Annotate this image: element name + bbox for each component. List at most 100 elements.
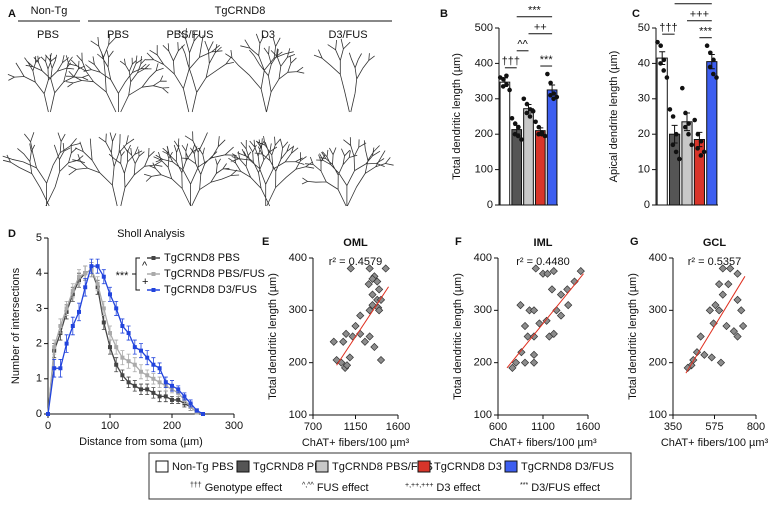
data-point [715, 306, 724, 315]
data-point [329, 337, 338, 346]
data-point [535, 319, 544, 328]
data-point [711, 57, 716, 63]
data-point [549, 329, 558, 338]
neuron-trace [2, 132, 86, 207]
chart-title: GCL [703, 237, 727, 249]
treatment-label: PBS [107, 29, 129, 41]
series-marker [145, 355, 150, 360]
data-point [515, 133, 521, 139]
series-marker [182, 394, 187, 399]
legend-marker [151, 256, 156, 260]
legend-label: TgCRND8 PBS/FUS [164, 268, 265, 280]
data-point [500, 84, 506, 89]
data-point [692, 117, 697, 123]
data-point [365, 332, 374, 341]
series-marker [77, 274, 81, 279]
panel-letter: F [455, 236, 462, 248]
y-tick-label: 100 [289, 409, 307, 421]
legend-marker [151, 288, 156, 292]
data-point [722, 321, 731, 331]
series-marker [151, 362, 156, 367]
data-point [364, 280, 373, 289]
y-axis-label: Total dendritic length (µm) [627, 273, 639, 400]
data-point [527, 114, 533, 119]
data-point [737, 306, 746, 315]
data-point [339, 337, 348, 346]
data-point [564, 301, 573, 310]
y-tick-label: 0 [487, 199, 493, 211]
series-marker [132, 345, 137, 350]
data-point [536, 131, 541, 137]
series-marker [101, 320, 106, 325]
r-squared: r² = 0.5357 [688, 256, 742, 268]
data-point [365, 264, 374, 273]
data-point [696, 332, 705, 341]
series-marker [83, 271, 88, 276]
y-tick-label: 100 [474, 409, 492, 421]
data-point [556, 290, 566, 299]
data-point [670, 142, 676, 148]
genotype-label: Non-Tg [31, 5, 68, 17]
y-axis-label: Total dendritic length (µm) [452, 273, 464, 400]
data-point [516, 124, 521, 130]
legend-marker [151, 272, 156, 276]
data-point [529, 332, 539, 341]
significance-bracket [132, 257, 140, 291]
data-point [711, 301, 720, 310]
data-point [689, 142, 694, 148]
data-point [520, 321, 530, 331]
data-point [368, 290, 377, 299]
neuron-trace [225, 33, 305, 113]
y-tick-label: 1 [36, 373, 42, 385]
y-tick-label: 300 [475, 93, 493, 105]
data-point [733, 295, 742, 304]
data-point [687, 361, 696, 370]
data-point [376, 355, 386, 365]
data-point [507, 87, 512, 93]
y-tick-label: 100 [475, 164, 493, 176]
legend-box [148, 452, 632, 500]
data-point [520, 358, 530, 367]
series-marker [58, 324, 63, 328]
neuron-trace [224, 136, 315, 207]
y-tick-label: 20 [638, 128, 650, 140]
data-point [512, 121, 518, 126]
data-point [655, 39, 660, 45]
series-marker [101, 306, 106, 311]
data-point [549, 266, 558, 276]
bar [499, 81, 511, 206]
data-point [677, 156, 682, 162]
data-point [698, 138, 704, 144]
series-marker [114, 345, 119, 350]
note-symbol: ^,^^ [302, 482, 315, 489]
series-marker [157, 366, 162, 371]
y-tick-label: 10 [638, 164, 650, 176]
y-tick-label: 100 [649, 409, 667, 421]
data-point [508, 363, 517, 372]
note-text: Genotype effect [205, 482, 282, 494]
y-axis-label: Total dendritic length (µm) [451, 53, 463, 180]
series-marker [188, 401, 193, 406]
data-point [556, 311, 566, 320]
y-tick-label: 400 [649, 252, 667, 264]
legend-label: Non-Tg PBS [172, 461, 234, 473]
data-point [680, 85, 685, 91]
data-point [698, 153, 704, 158]
neuron-trace [68, 132, 163, 207]
significance-label: *** [687, 0, 701, 4]
y-tick-label: 400 [474, 252, 492, 264]
legend-swatch [315, 460, 329, 473]
x-tick-label: 575 [705, 421, 723, 433]
series-marker [83, 285, 88, 290]
data-point [658, 43, 663, 48]
y-tick-label: 4 [36, 267, 42, 279]
legend-label: TgCRND8 D3 [434, 461, 502, 473]
y-tick-label: 200 [474, 357, 492, 369]
series-marker [52, 366, 57, 371]
panel-letter: G [630, 236, 639, 248]
data-point [530, 108, 536, 114]
data-point [531, 264, 540, 273]
series-marker [139, 387, 143, 392]
y-tick-label: 40 [638, 57, 650, 69]
y-axis-label: Total dendritic length (µm) [267, 273, 279, 400]
